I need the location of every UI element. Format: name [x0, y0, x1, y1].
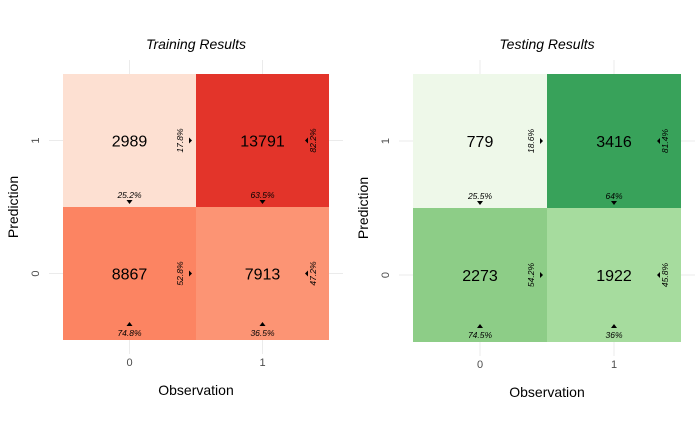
row-pct-arrow — [305, 137, 308, 144]
row-pct-label: 52.8% — [175, 261, 185, 286]
row-pct-label: 47.2% — [308, 261, 318, 286]
cell-count-label: 8867 — [112, 267, 148, 284]
cell-count-label: 779 — [467, 134, 494, 151]
column-pct-label: 64% — [605, 191, 622, 201]
column-pct-arrow — [259, 322, 266, 326]
column-pct-arrow — [477, 201, 483, 205]
cell-count-label: 3416 — [596, 134, 632, 151]
row-pct-arrow — [540, 272, 543, 278]
column-pct-label: 36.5% — [250, 328, 275, 338]
cell-count-label: 13791 — [240, 134, 285, 151]
column-pct-label: 25.2% — [116, 190, 142, 200]
row-pct-arrow — [189, 137, 192, 144]
column-pct-arrow — [126, 200, 133, 204]
column-pct-label: 25.5% — [467, 191, 493, 201]
cell-count-label: 2989 — [112, 134, 148, 151]
x-axis-title: Observation — [158, 382, 233, 398]
row-pct-arrow — [657, 138, 660, 144]
row-pct-arrow — [540, 138, 543, 144]
row-pct-label: 45.8% — [660, 263, 670, 288]
y-tick-label: 1 — [30, 137, 42, 143]
column-pct-arrow — [126, 322, 133, 326]
row-pct-arrow — [305, 270, 308, 277]
column-pct-label: 36% — [605, 330, 622, 340]
row-pct-label: 81.4% — [660, 129, 670, 154]
y-tick-label: 1 — [380, 138, 392, 144]
heatmap-cell — [413, 74, 547, 208]
heatmap-cell — [413, 208, 547, 342]
row-pct-label: 54.2% — [526, 263, 536, 288]
cell-count-label: 7913 — [245, 267, 281, 284]
column-pct-arrow — [259, 200, 266, 204]
cell-count-label: 1922 — [596, 268, 632, 285]
x-tick-label: 0 — [126, 357, 132, 369]
heatmap-cell — [63, 207, 196, 340]
y-axis-title: Prediction — [355, 177, 371, 239]
column-pct-label: 74.8% — [117, 328, 142, 338]
row-pct-label: 82.2% — [308, 128, 318, 153]
row-pct-arrow — [657, 272, 660, 278]
row-pct-label: 18.6% — [526, 129, 536, 154]
row-pct-arrow — [189, 270, 192, 277]
x-axis-title: Observation — [509, 384, 584, 400]
panel-title: Testing Results — [499, 36, 594, 52]
x-tick-label: 1 — [259, 357, 265, 369]
cell-count-label: 2273 — [462, 268, 498, 285]
column-pct-label: 74.5% — [468, 330, 493, 340]
column-pct-label: 63.5% — [250, 190, 275, 200]
column-pct-arrow — [611, 201, 617, 205]
column-pct-arrow — [611, 324, 617, 328]
y-tick-label: 0 — [30, 270, 42, 276]
x-tick-label: 1 — [611, 359, 617, 371]
panel-title: Training Results — [146, 36, 246, 52]
y-tick-label: 0 — [380, 272, 392, 278]
x-tick-label: 0 — [477, 359, 483, 371]
y-axis-title: Prediction — [5, 176, 21, 238]
row-pct-label: 17.8% — [175, 128, 185, 153]
heatmap-cell — [63, 74, 196, 207]
column-pct-arrow — [477, 324, 483, 328]
